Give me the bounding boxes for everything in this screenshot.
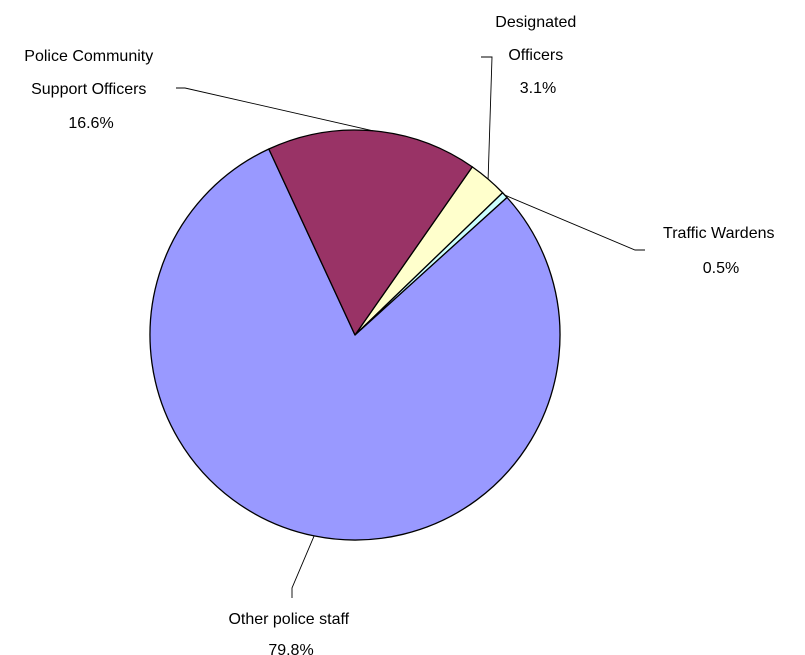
label-designated-officers: Designated Officers 3.1% [495,14,580,97]
slices-layer [149,129,561,541]
leader-lines-layer [176,56,645,598]
leader-traffic-wardens [504,194,645,251]
label-traffic-wardens: Traffic Wardens 0.5% [663,225,779,277]
leader-designated-officers [481,56,493,180]
label-other-police-staff: Other police staff 79.8% [228,611,353,655]
slice-police-community-support-officers [268,129,473,336]
label-police-community-support-officers: Police Community Support Officers 16.6% [24,48,157,132]
leader-police-community-support-officers [176,87,373,132]
leader-other-police-staff [291,535,315,598]
slice-other-police-staff [149,148,561,541]
